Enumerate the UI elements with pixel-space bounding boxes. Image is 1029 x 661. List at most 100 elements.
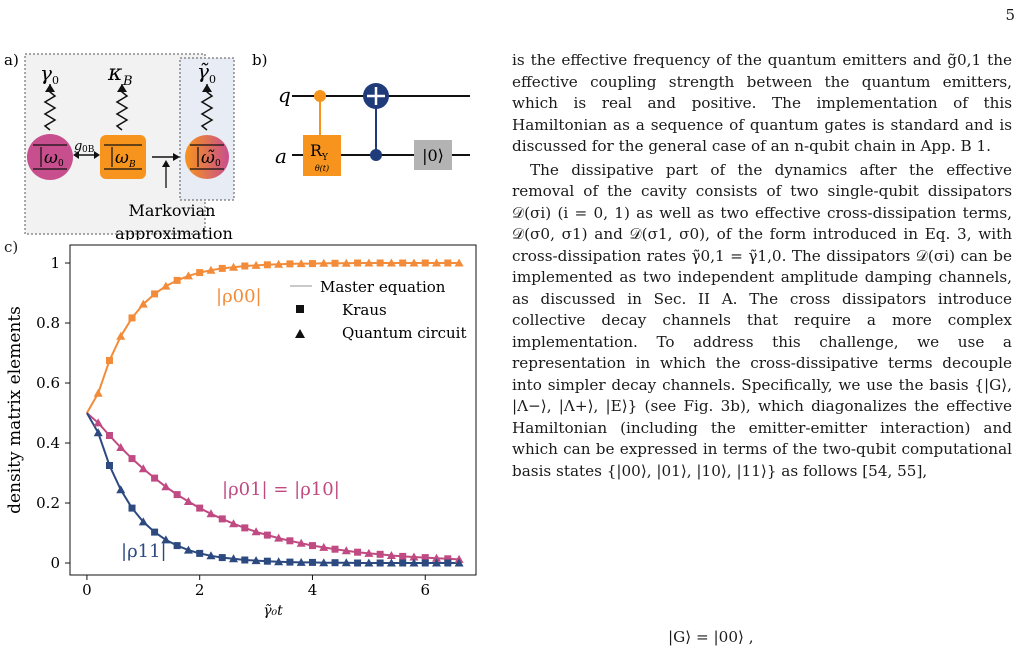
omega-tilde-label: ω̃ xyxy=(201,148,215,168)
circuit-marker xyxy=(93,388,103,397)
panel-c-label: c) xyxy=(4,238,19,256)
legend-square-swatch xyxy=(296,305,304,313)
kraus-marker xyxy=(444,555,452,563)
kraus-marker xyxy=(331,545,339,553)
kraus-marker xyxy=(196,269,204,277)
circuit-marker xyxy=(409,552,419,561)
circuit-marker xyxy=(251,527,261,536)
circuit-marker xyxy=(161,281,171,290)
omega-sub: 0 xyxy=(58,159,64,169)
circuit-marker xyxy=(229,519,239,528)
kraus-marker xyxy=(354,548,362,556)
y-tick-label: 1 xyxy=(50,254,60,272)
circuit-marker xyxy=(93,418,103,427)
equation-ground-state: |G⟩ = |00⟩ , xyxy=(668,628,754,646)
circuit-marker xyxy=(409,558,419,567)
y-tick-label: 0 xyxy=(50,554,60,572)
kraus-marker xyxy=(241,556,249,564)
panel-b-circuit: b) q a R Y θ(t) |0⟩ xyxy=(252,51,470,176)
circuit-marker xyxy=(274,533,284,542)
kraus-marker xyxy=(196,549,204,557)
legend-kraus: Kraus xyxy=(342,301,387,319)
reset-label: |0⟩ xyxy=(422,146,444,165)
circuit-marker xyxy=(251,260,261,269)
circuit-marker xyxy=(93,428,103,437)
circuit-marker xyxy=(364,258,374,267)
emission-wave-emitter xyxy=(43,84,57,131)
kraus-marker xyxy=(105,432,113,439)
kraus-marker xyxy=(218,554,226,562)
kraus-marker xyxy=(421,559,429,567)
kraus-marker xyxy=(331,559,339,567)
legend-circuit: Quantum circuit xyxy=(342,324,467,342)
circuit-marker xyxy=(229,262,239,271)
circuit-marker xyxy=(341,546,351,555)
circuit-marker xyxy=(319,258,329,267)
circuit-marker xyxy=(296,557,306,566)
circuit-marker xyxy=(341,258,351,267)
series-line-0 xyxy=(86,262,460,414)
circuit-marker xyxy=(296,259,306,268)
circuit-marker xyxy=(386,258,396,267)
circuit-marker xyxy=(454,258,464,267)
coupling-label: g xyxy=(74,139,82,154)
circuit-marker xyxy=(116,443,126,451)
y-tick-label: 0.2 xyxy=(36,494,60,512)
kraus-marker xyxy=(241,262,249,270)
effective-emitter-circle xyxy=(185,135,229,179)
kraus-marker xyxy=(376,559,384,567)
circuit-marker xyxy=(183,497,193,505)
kraus-marker xyxy=(421,554,429,562)
paragraph-1: is the effective frequency of the quantu… xyxy=(512,51,1012,155)
ry-gate-param: θ(t) xyxy=(315,164,329,173)
kraus-marker xyxy=(105,462,113,469)
markov-caption-1: Markovian xyxy=(129,201,216,220)
circuit-marker xyxy=(432,553,442,562)
circuit-marker xyxy=(296,538,306,547)
x-tick-label: 6 xyxy=(420,581,430,599)
circuit-marker xyxy=(274,557,284,566)
x-axis-label: γ̃₀t xyxy=(263,603,283,619)
emission-wave-effective xyxy=(200,84,214,131)
kraus-marker xyxy=(376,259,384,267)
emission-wave-cavity xyxy=(115,84,129,131)
circuit-marker xyxy=(138,517,148,526)
panel-a-label: a) xyxy=(4,51,19,69)
circuit-marker xyxy=(274,259,284,268)
circuit-marker xyxy=(454,558,464,567)
y-tick-label: 0.8 xyxy=(36,314,60,332)
ry-gate-sub: Y xyxy=(321,153,329,163)
circuit-marker xyxy=(138,299,148,308)
circuit-marker xyxy=(251,556,261,565)
circuit-marker xyxy=(229,554,239,563)
kraus-marker xyxy=(241,524,249,532)
kraus-marker xyxy=(151,474,159,482)
ry-gate xyxy=(303,135,341,176)
gamma-label: γ xyxy=(40,61,52,85)
series-line-1 xyxy=(86,412,460,561)
circuit-marker xyxy=(161,535,171,544)
plot-frame xyxy=(69,244,477,576)
kraus-marker xyxy=(354,259,362,267)
kraus-marker xyxy=(286,537,294,545)
kraus-marker xyxy=(308,260,316,268)
annotation-rho00: |ρ00| xyxy=(216,286,262,307)
kraus-marker xyxy=(105,357,113,364)
circuit-marker xyxy=(432,258,442,267)
panel-c-chart: 0 2 4 6 0 0.2 0.4 0.6 0.8 1 density matrix elemen… xyxy=(5,244,477,619)
kraus-marker xyxy=(286,260,294,268)
panel-b-label: b) xyxy=(252,51,267,69)
kraus-marker xyxy=(444,559,452,567)
kraus-marker xyxy=(263,261,271,269)
x-tick-label: 2 xyxy=(195,581,205,599)
y-tick-label: 0.6 xyxy=(36,374,60,392)
panel-a-diagram: a) γ 0 κ B γ̃ 0 ω 0 g 0B ω B ω̃ 0 M xyxy=(4,51,235,240)
emission-arrow-emitter xyxy=(45,84,55,92)
circuit-marker xyxy=(432,558,442,567)
circuit-marker xyxy=(364,558,374,567)
kraus-marker xyxy=(263,531,271,539)
kraus-marker xyxy=(331,259,339,267)
x-tick-label: 4 xyxy=(308,581,318,599)
y-axis-label: density matrix elements xyxy=(5,306,25,514)
circuit-marker xyxy=(116,485,126,494)
